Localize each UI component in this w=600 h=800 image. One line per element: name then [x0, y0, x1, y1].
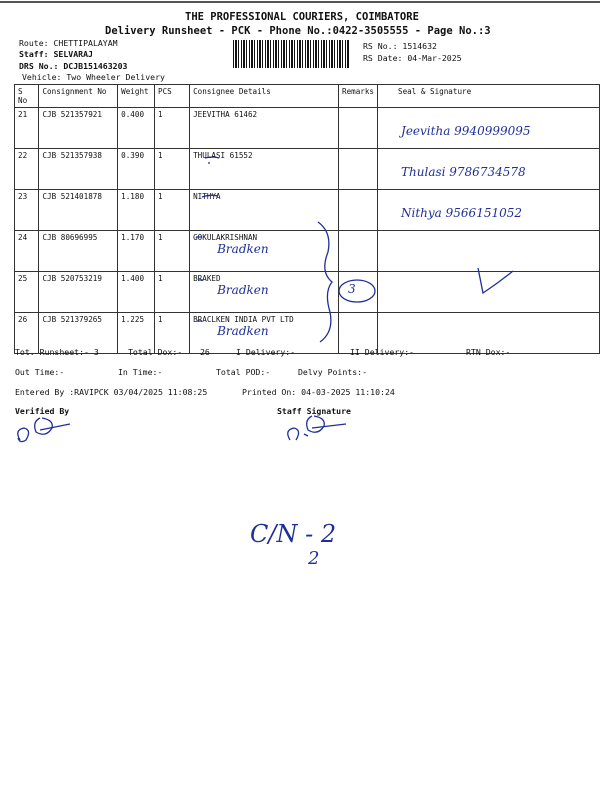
cell-sig [377, 312, 600, 354]
col-consignment: Consignment No [38, 84, 119, 108]
total-pod: Total POD:- [216, 367, 271, 377]
company-name: THE PROFESSIONAL COURIERS, COIMBATORE [185, 11, 419, 23]
handwritten-remark: Bradken [217, 283, 269, 297]
cell-pcs: 1 [153, 189, 191, 231]
circled-number [338, 279, 376, 303]
table-row: 26 CJB 521379265 1.225 1 BRACLKEN INDIA PVT … [13, 312, 600, 354]
cell-sno: 21 [13, 107, 40, 149]
ii-delivery: II Delivery:- [350, 347, 415, 357]
total-dox-value: 26 [200, 347, 210, 357]
col-pcs: PCS [153, 84, 191, 108]
staff-signature [287, 415, 347, 441]
delvy-points: Delvy Points:- [298, 367, 368, 377]
cell-pcs: 1 [153, 148, 191, 190]
consignee-name: NITHYA [193, 192, 221, 201]
rs-date: RS Date: 04-Mar-2025 [363, 53, 462, 63]
cell-sno: 25 [13, 271, 40, 313]
tick-mark [477, 267, 514, 295]
verified-by-label: Verified By [15, 406, 70, 416]
cell-remarks [337, 312, 379, 354]
cell-sno: 22 [13, 148, 40, 190]
col-weight: Weight [117, 84, 155, 108]
recipient-signature: Thulasi 9786734578 [401, 165, 526, 179]
consignee-name: GOKULAKRISHNAN [193, 233, 258, 242]
cell-pcs: 1 [153, 107, 191, 149]
cell-remarks [337, 107, 379, 149]
cell-pcs: 1 [153, 271, 191, 313]
dash-mark [196, 156, 220, 322]
cell-sno: 26 [13, 312, 40, 354]
cell-pcs: 1 [153, 230, 191, 272]
staff: Staff: SELVARAJ [19, 49, 93, 59]
staff-signature-label: Staff Signature [277, 406, 351, 416]
col-details: Consignee Details [189, 84, 339, 108]
consignee-name: JEEVITHA 61462 [193, 110, 258, 119]
vehicle: Vehicle: Two Wheeler Delivery [22, 72, 165, 82]
handwritten-note-line2: 2 [300, 518, 319, 569]
cell-sno: 23 [13, 189, 40, 231]
cell-details: BRACLKEN INDIA PVT LTD Bradken [189, 312, 339, 354]
cell-cons: CJB 521357938 [38, 148, 119, 190]
handwritten-note-line1: C/N - 2 [250, 520, 337, 548]
verified-signature [17, 417, 71, 443]
bracket-note: 3 [348, 282, 356, 296]
entered-by: Entered By :RAVIPCK 03/04/2025 11:08:25 [15, 387, 208, 397]
table-row: 25 CJB 520753219 1.400 1 BRAKED Bradken [13, 271, 600, 313]
barcode [233, 40, 350, 68]
cell-remarks [337, 189, 379, 231]
route: Route: CHETTIPALAYAM [19, 38, 118, 48]
scan-edge [0, 1, 600, 3]
printed-on: Printed On: 04-03-2025 11:10:24 [242, 387, 395, 397]
consignee-name: THULASI 61552 [193, 151, 253, 160]
runsheet-table: S No Consignment No Weight PCS Consignee… [13, 84, 600, 354]
in-time: In Time:- [118, 367, 163, 377]
total-dox-label: Total Dox:- [128, 347, 183, 357]
out-time: Out Time:- [15, 367, 65, 377]
cell-weight: 0.390 [117, 148, 155, 190]
cell-pcs: 1 [153, 312, 191, 354]
drs-no: DRS No.: DCJB151463203 [19, 61, 128, 71]
runsheet-title: Delivery Runsheet - PCK - Phone No.:0422… [105, 25, 491, 37]
cell-weight: 0.400 [117, 107, 155, 149]
bracket-mark [317, 221, 333, 343]
table-row: 24 CJB 80696995 1.170 1 GOKULAKRISHNAN Bradke… [13, 230, 600, 272]
handwritten-remark: Bradken [217, 242, 269, 256]
recipient-signature: Nithya 9566151052 [401, 206, 522, 220]
cell-remarks [337, 148, 379, 190]
cell-cons: CJB 521401878 [38, 189, 119, 231]
rtn-dox: RTN Dox:- [466, 347, 511, 357]
i-delivery: I Delivery:- [236, 347, 296, 357]
cell-cons: CJB 521357921 [38, 107, 119, 149]
handwritten-note-count: 2 [308, 548, 320, 569]
cell-sig [377, 271, 600, 313]
cell-details: NITHYA [189, 189, 339, 231]
cell-cons: CJB 521379265 [38, 312, 119, 354]
consignee-name: BRACLKEN INDIA PVT LTD [193, 315, 294, 324]
col-sno: S No [13, 84, 40, 108]
cell-cons: CJB 520753219 [38, 271, 119, 313]
recipient-signature: Jeevitha 9940999095 [401, 124, 531, 138]
handwritten-remark: Bradken [217, 324, 269, 338]
consignee-name: BRAKED [193, 274, 221, 283]
col-remarks: Remarks [337, 84, 379, 108]
cell-cons: CJB 80696995 [38, 230, 119, 272]
tot-runsheet: Tot. Runsheet:- 3 [15, 347, 99, 357]
cell-sig: Thulasi 9786734578 [377, 148, 600, 190]
rs-no: RS No.: 1514632 [363, 41, 437, 51]
cell-sig: Nithya 9566151052 [377, 189, 600, 231]
